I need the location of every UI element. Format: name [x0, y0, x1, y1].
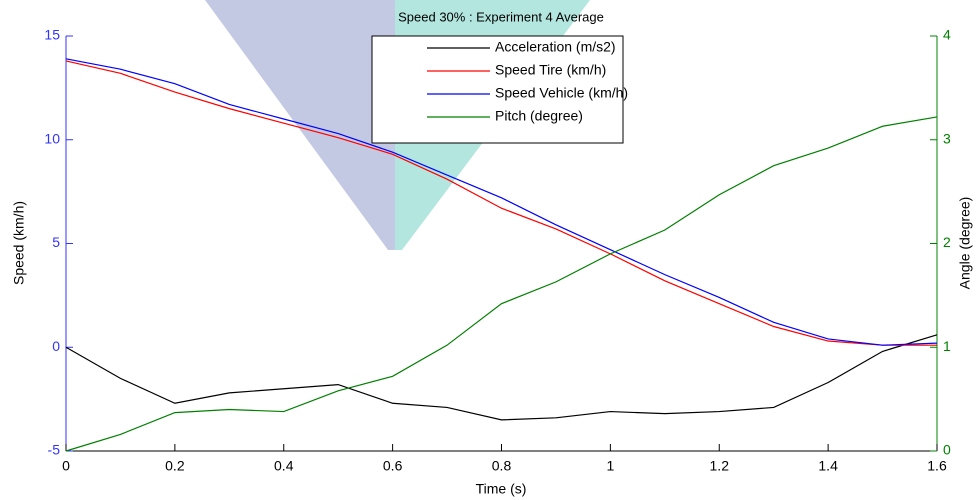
- x-tick-label: 0.6: [383, 458, 403, 474]
- x-axis-label: Time (s): [476, 481, 527, 497]
- series-line: [65, 334, 938, 421]
- y-tick-label: 0: [52, 338, 60, 354]
- y2-tick-label: 4: [943, 27, 951, 43]
- x-tick-label: 0.4: [274, 458, 294, 474]
- series-line: [65, 116, 938, 452]
- x-tick-label: 1: [606, 458, 614, 474]
- overlay-artifact: [205, 0, 395, 250]
- y-tick-label: 5: [52, 234, 60, 250]
- legend-label: Speed Tire (km/h): [495, 62, 606, 78]
- series-line: [65, 60, 937, 346]
- x-tick-label: 0.8: [492, 458, 512, 474]
- legend-label: Acceleration (m/s2): [495, 39, 616, 55]
- x-tick-label: 1.2: [710, 458, 730, 474]
- legend-label: Pitch (degree): [495, 108, 583, 124]
- chart-title: Speed 30% : Experiment 4 Average: [398, 9, 604, 24]
- y2-tick-label: 3: [943, 130, 951, 146]
- y2-axis-label: Angle (degree): [957, 197, 973, 290]
- series-line: [65, 58, 938, 346]
- y2-tick-label: 2: [943, 234, 951, 250]
- x-tick-label: 1.4: [818, 458, 838, 474]
- legend-label: Speed Vehicle (km/h): [495, 85, 628, 101]
- y2-tick-label: 0: [943, 442, 951, 458]
- y2-tick-label: 1: [943, 338, 951, 354]
- y-axis-label: Speed (km/h): [11, 201, 27, 285]
- x-tick-label: 0: [62, 458, 70, 474]
- x-tick-label: 1.6: [927, 458, 947, 474]
- y-tick-label: -5: [48, 442, 61, 458]
- legend-box: [371, 35, 624, 144]
- y-tick-label: 10: [44, 130, 60, 146]
- x-tick-label: 0.2: [165, 458, 185, 474]
- y-tick-label: 15: [44, 27, 60, 43]
